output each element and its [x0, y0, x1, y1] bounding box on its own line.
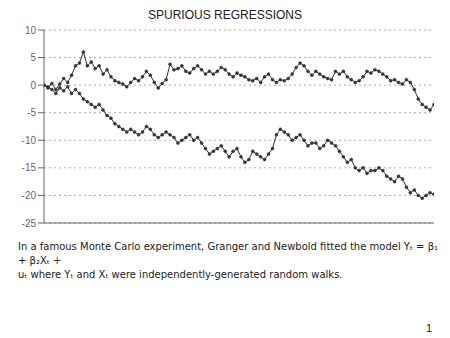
html-text:In a famous Monte Carlo experi: In a famous Monte Carlo experiment, Gran… [18, 241, 438, 280]
svg-text:-15: -15 [22, 162, 37, 173]
html-text:1: 1 [425, 322, 432, 334]
svg-text:-25: -25 [22, 218, 37, 229]
svg-text:10: 10 [25, 25, 37, 36]
svg-text:5: 5 [30, 52, 36, 63]
html-text:SPURIOUS REGRESSIONS: SPURIOUS REGRESSIONS [148, 8, 302, 22]
svg-text:-5: -5 [27, 107, 36, 118]
svg-text:-10: -10 [22, 135, 37, 146]
svg-text:-20: -20 [22, 190, 37, 201]
svg-text:0: 0 [30, 80, 36, 91]
